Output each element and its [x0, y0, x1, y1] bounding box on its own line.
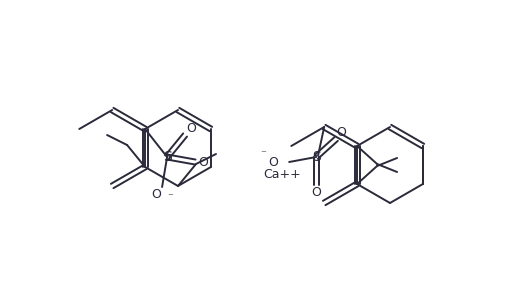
Text: O: O	[311, 187, 321, 200]
Text: O: O	[151, 188, 161, 202]
Text: O: O	[336, 125, 346, 139]
Text: O: O	[198, 156, 208, 168]
Text: O: O	[268, 156, 278, 168]
Text: S: S	[312, 150, 321, 164]
Text: S: S	[163, 150, 172, 164]
Text: Ca++: Ca++	[263, 168, 301, 181]
Text: ⁻: ⁻	[167, 192, 173, 202]
Text: ⁻: ⁻	[260, 149, 266, 159]
Text: O: O	[186, 122, 196, 135]
